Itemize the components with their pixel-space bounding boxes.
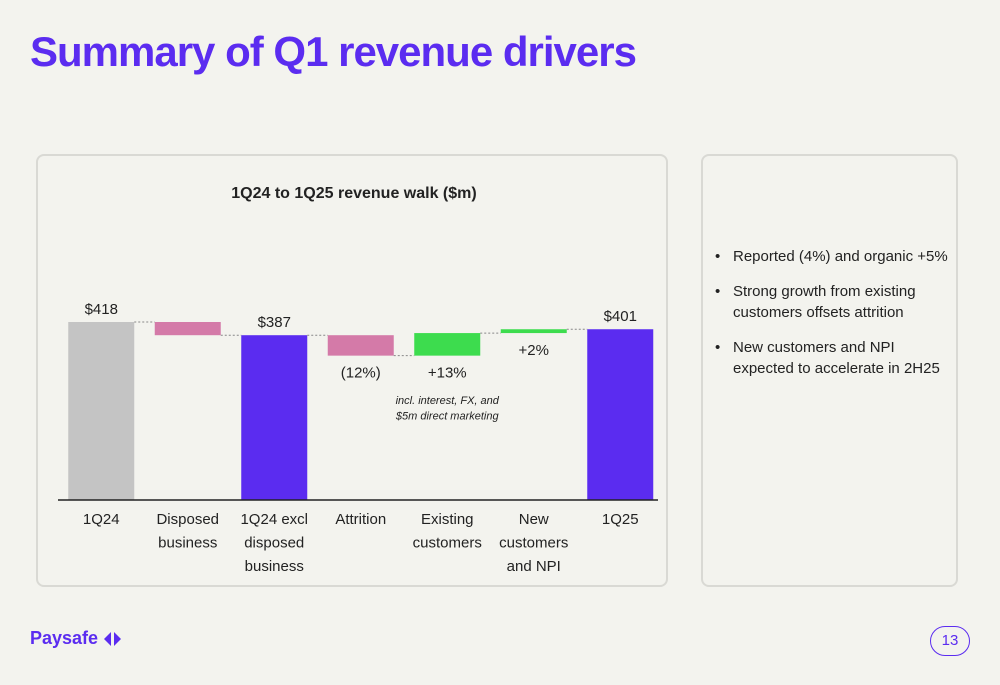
data-label: +2% [519,342,549,359]
bullet-item: • Reported (4%) and organic +5% [715,246,951,267]
data-label: $418 [85,301,118,318]
chart-title: 1Q24 to 1Q25 revenue walk ($m) [231,185,476,202]
annotation-text: $5m direct marketing [395,411,500,423]
data-label: $401 [604,308,637,325]
bullet-item: • New customers and NPI expected to accel… [715,337,951,379]
category-label: customers [499,535,568,552]
category-label: 1Q24 [83,511,120,528]
summary-panel: • Reported (4%) and organic +5% • Strong gr… [701,154,958,587]
waterfall-bar [68,322,135,500]
data-label: +13% [428,365,467,382]
bullet-item: • Strong growth from existing customers o… [715,281,951,323]
waterfall-bar [414,333,481,356]
category-label: business [245,558,304,575]
category-label: Attrition [335,511,386,528]
category-label: and NPI [507,558,561,575]
waterfall-bar [241,335,308,500]
category-label: customers [413,535,482,552]
category-label: disposed [244,535,304,552]
summary-bullets: • Reported (4%) and organic +5% • Strong gr… [715,246,951,393]
waterfall-bar [500,329,567,334]
waterfall-bar [154,322,221,336]
data-label: $387 [258,314,291,331]
category-label: 1Q25 [602,511,639,528]
waterfall-chart: 1Q24 to 1Q25 revenue walk ($m) $418 $387 (1… [58,185,658,575]
bullet-text: New customers and NPI expected to accele… [733,339,940,377]
bullet-text: Strong growth from existing customers of… [733,283,916,321]
paysafe-logo: Paysafe [30,628,126,649]
category-label: New [519,511,549,528]
data-label: (12%) [341,365,381,382]
logo-text: Paysafe [30,628,99,648]
bullet-dot-icon: • [715,248,721,265]
bullet-dot-icon: • [715,339,721,356]
waterfall-bar [587,329,654,500]
chart-panel: 1Q24 to 1Q25 revenue walk ($m) $418 $387 (1… [36,154,668,587]
bullet-dot-icon: • [715,283,721,300]
category-label: Disposed [156,511,219,528]
category-label: 1Q24 excl [240,511,308,528]
page-title: Summary of Q1 revenue drivers [30,28,637,75]
page-number: 13 [930,626,970,656]
bullet-text: Reported (4%) and organic +5% [733,248,948,265]
diamond-logo-icon [104,631,122,646]
category-label: business [158,535,217,552]
annotation-text: incl. interest, FX, and [396,395,500,407]
waterfall-bar [327,335,394,356]
category-label: Existing [421,511,474,528]
